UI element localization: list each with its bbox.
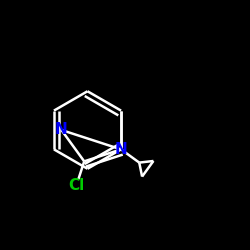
- Text: N: N: [115, 142, 128, 157]
- Text: Cl: Cl: [68, 178, 84, 193]
- Text: N: N: [55, 122, 68, 138]
